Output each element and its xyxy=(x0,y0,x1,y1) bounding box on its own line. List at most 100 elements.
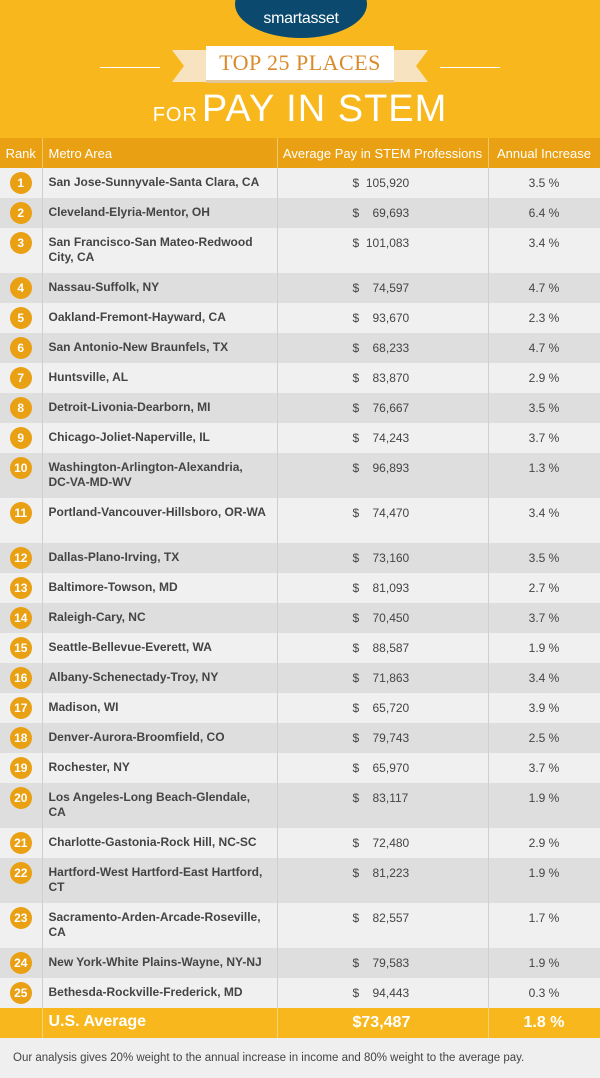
metro-area: Oakland-Fremont-Hayward, CA xyxy=(42,303,278,333)
average-pay: $ 82,557 xyxy=(277,903,489,948)
annual-increase: 3.7 % xyxy=(488,753,600,783)
table-row: 23 Sacramento-Arden-Arcade-Roseville, CA… xyxy=(0,903,600,948)
rank-badge: 8 xyxy=(9,397,32,419)
table-row: 3 San Francisco-San Mateo-Redwood City, … xyxy=(0,228,600,273)
metro-area: Washington-Arlington-Alexandria, DC-VA-M… xyxy=(42,453,278,498)
annual-increase: 4.7 % xyxy=(488,333,600,363)
metro-area: Madison, WI xyxy=(42,693,278,723)
table-row: 6 San Antonio-New Braunfels, TX $ 68,233… xyxy=(0,333,600,363)
metro-area: Chicago-Joliet-Naperville, IL xyxy=(42,423,278,453)
average-pay: $ 83,870 xyxy=(277,363,489,393)
average-pay: $ 79,743 xyxy=(277,723,489,753)
metro-area: Denver-Aurora-Broomfield, CO xyxy=(42,723,278,753)
table-row: 21 Charlotte-Gastonia-Rock Hill, NC-SC $… xyxy=(0,828,600,858)
annual-increase: 6.4 % xyxy=(488,198,600,228)
table-row: 24 New York-White Plains-Wayne, NY-NJ $ … xyxy=(0,948,600,978)
rank-badge: 21 xyxy=(9,832,32,854)
average-label: U.S. Average xyxy=(42,1008,278,1038)
average-pay: $ 101,083 xyxy=(277,228,489,273)
metro-area: Los Angeles-Long Beach-Glendale, CA xyxy=(42,783,278,828)
table-row: 14 Raleigh-Cary, NC $ 70,450 3.7 % xyxy=(0,603,600,633)
rank-badge: 5 xyxy=(9,307,32,329)
average-pay: $ 68,233 xyxy=(277,333,489,363)
metro-area: San Francisco-San Mateo-Redwood City, CA xyxy=(42,228,278,273)
average-pay: $ 81,223 xyxy=(277,858,489,903)
rank-badge: 18 xyxy=(9,727,32,749)
table-row: 4 Nassau-Suffolk, NY $ 74,597 4.7 % xyxy=(0,273,600,303)
annual-increase: 3.9 % xyxy=(488,693,600,723)
column-header-pay: Average Pay in STEM Professions xyxy=(277,138,489,168)
metro-area: Seattle-Bellevue-Everett, WA xyxy=(42,633,278,663)
average-pay: $ 70,450 xyxy=(277,603,489,633)
rank-badge: 17 xyxy=(9,697,32,719)
page-title: TOP 25 PLACES xyxy=(219,50,381,75)
average-pay: $ 105,920 xyxy=(277,168,489,198)
table-row: 18 Denver-Aurora-Broomfield, CO $ 79,743… xyxy=(0,723,600,753)
divider-line xyxy=(100,67,160,68)
column-header-rank: Rank xyxy=(0,138,43,168)
annual-increase: 1.9 % xyxy=(488,948,600,978)
table-row: 9 Chicago-Joliet-Naperville, IL $ 74,243… xyxy=(0,423,600,453)
metro-area: San Antonio-New Braunfels, TX xyxy=(42,333,278,363)
rank-badge: 4 xyxy=(9,277,32,299)
rank-badge: 25 xyxy=(9,982,32,1004)
title-ribbon: TOP 25 PLACES xyxy=(206,46,394,80)
rank-badge: 23 xyxy=(9,907,32,929)
annual-increase: 3.4 % xyxy=(488,228,600,273)
annual-increase: 2.5 % xyxy=(488,723,600,753)
average-pay: $ 76,667 xyxy=(277,393,489,423)
table-row: 22 Hartford-West Hartford-East Hartford,… xyxy=(0,858,600,903)
table-row: 15 Seattle-Bellevue-Everett, WA $ 88,587… xyxy=(0,633,600,663)
metro-area: Bethesda-Rockville-Frederick, MD xyxy=(42,978,278,1008)
rank-badge: 12 xyxy=(9,547,32,569)
average-pay-total: $73,487 xyxy=(277,1008,489,1038)
annual-increase: 2.3 % xyxy=(488,303,600,333)
rank-badge: 7 xyxy=(9,367,32,389)
table-row: 2 Cleveland-Elyria-Mentor, OH $ 69,693 6… xyxy=(0,198,600,228)
annual-increase: 3.7 % xyxy=(488,423,600,453)
metro-area: New York-White Plains-Wayne, NY-NJ xyxy=(42,948,278,978)
rank-badge: 13 xyxy=(9,577,32,599)
metro-area: Albany-Schenectady-Troy, NY xyxy=(42,663,278,693)
rank-badge: 2 xyxy=(9,202,32,224)
metro-area: Raleigh-Cary, NC xyxy=(42,603,278,633)
table-row: 19 Rochester, NY $ 65,970 3.7 % xyxy=(0,753,600,783)
table-row: 5 Oakland-Fremont-Hayward, CA $ 93,670 2… xyxy=(0,303,600,333)
header-banner: smartasset TOP 25 PLACES FOR PAY IN STEM xyxy=(0,0,600,138)
metro-area: Charlotte-Gastonia-Rock Hill, NC-SC xyxy=(42,828,278,858)
table-row: 25 Bethesda-Rockville-Frederick, MD $ 94… xyxy=(0,978,600,1008)
rank-badge: 20 xyxy=(9,787,32,809)
average-pay: $ 74,243 xyxy=(277,423,489,453)
average-pay: $ 81,093 xyxy=(277,573,489,603)
average-pay: $ 74,470 xyxy=(277,498,489,543)
column-header-increase: Annual Increase xyxy=(488,138,600,168)
average-pay: $ 65,970 xyxy=(277,753,489,783)
rank-badge: 10 xyxy=(9,457,32,479)
table-row: 12 Dallas-Plano-Irving, TX $ 73,160 3.5 … xyxy=(0,543,600,573)
rank-badge: 15 xyxy=(9,637,32,659)
annual-increase: 3.4 % xyxy=(488,663,600,693)
metro-area: Portland-Vancouver-Hillsboro, OR-WA xyxy=(42,498,278,543)
subtitle: FOR PAY IN STEM xyxy=(152,88,448,130)
metro-area: Dallas-Plano-Irving, TX xyxy=(42,543,278,573)
table-row: 17 Madison, WI $ 65,720 3.9 % xyxy=(0,693,600,723)
smartasset-logo[interactable]: smartasset xyxy=(235,0,367,38)
annual-increase: 2.9 % xyxy=(488,363,600,393)
rank-badge: 19 xyxy=(9,757,32,779)
annual-increase: 1.9 % xyxy=(488,858,600,903)
annual-increase: 1.7 % xyxy=(488,903,600,948)
average-increase-total: 1.8 % xyxy=(488,1008,600,1038)
rankings-table: Rank Metro Area Average Pay in STEM Prof… xyxy=(0,138,600,1038)
average-pay: $ 93,670 xyxy=(277,303,489,333)
divider-line xyxy=(440,67,500,68)
column-header-metro: Metro Area xyxy=(42,138,278,168)
annual-increase: 4.7 % xyxy=(488,273,600,303)
metro-area: Sacramento-Arden-Arcade-Roseville, CA xyxy=(42,903,278,948)
average-pay: $ 88,587 xyxy=(277,633,489,663)
table-row: 16 Albany-Schenectady-Troy, NY $ 71,863 … xyxy=(0,663,600,693)
rank-badge: 22 xyxy=(9,862,32,884)
annual-increase: 3.5 % xyxy=(488,543,600,573)
average-pay: $ 74,597 xyxy=(277,273,489,303)
metro-area: Cleveland-Elyria-Mentor, OH xyxy=(42,198,278,228)
table-row: 8 Detroit-Livonia-Dearborn, MI $ 76,667 … xyxy=(0,393,600,423)
